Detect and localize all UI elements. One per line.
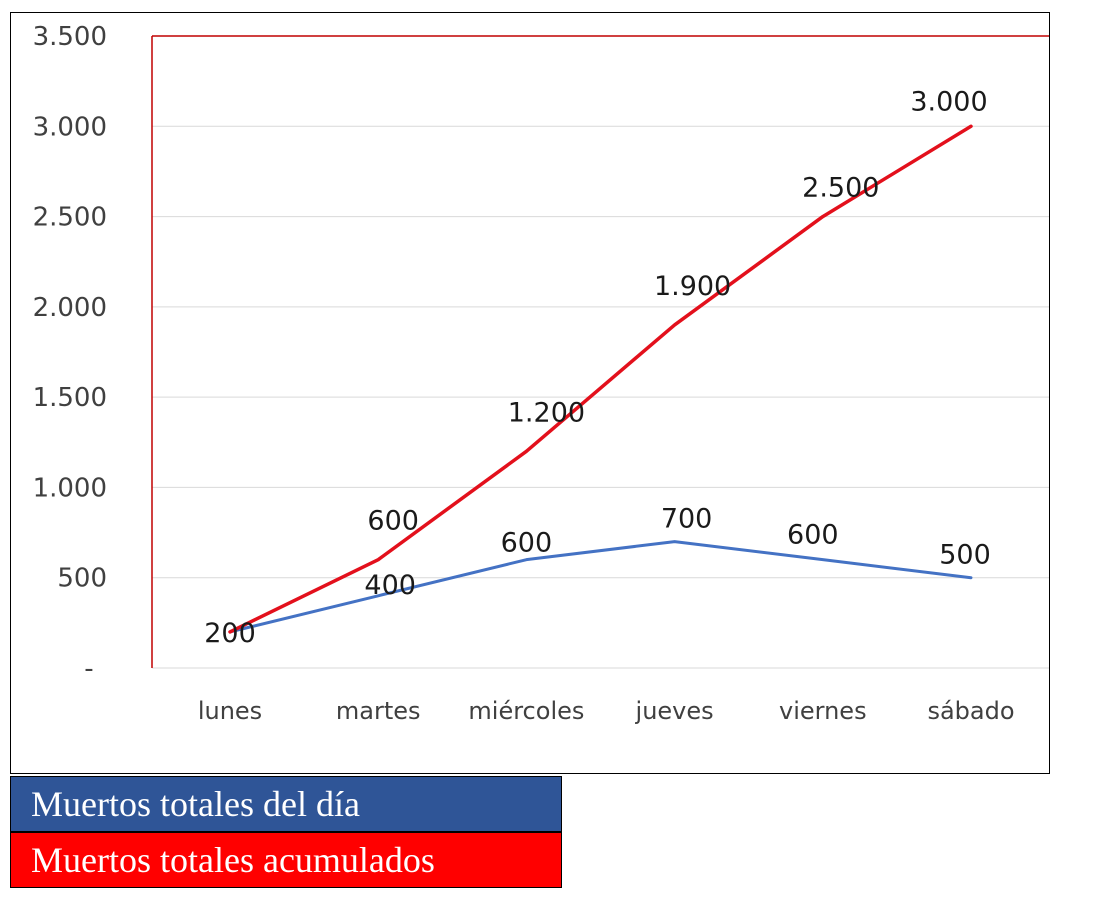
y-tick-label: 3.000	[33, 112, 107, 142]
y-tick-label: 500	[57, 564, 107, 594]
y-tick-label: 1.000	[33, 473, 107, 503]
data-label-cumulative: 2.500	[802, 173, 879, 204]
x-category-label: jueves	[635, 697, 714, 725]
data-label-daily: 500	[939, 540, 991, 571]
series-line-cumulative	[228, 124, 973, 634]
line-chart: - 500 1.000 1.500 2.000 2.500 3.000 3.500 lunes m…	[33, 22, 1049, 725]
data-label-daily: 200	[204, 618, 256, 649]
y-tick-label: 1.500	[33, 383, 107, 413]
data-label-daily: 400	[364, 570, 416, 601]
data-label-cumulative: 1.200	[508, 397, 585, 428]
y-tick-label: -	[84, 654, 93, 684]
y-tick-label: 2.000	[33, 293, 107, 323]
data-label-cumulative: 1.900	[654, 271, 731, 302]
x-category-label: lunes	[198, 697, 262, 725]
x-category-label: viernes	[779, 697, 867, 725]
x-category-label: miércoles	[468, 697, 584, 725]
y-tick-label: 2.500	[33, 203, 107, 233]
x-category-label: sábado	[927, 697, 1014, 725]
legend-daily-deaths: Muertos totales del día	[10, 776, 562, 832]
data-label-cumulative: 3.000	[910, 86, 987, 117]
data-label-daily: 600	[501, 528, 553, 559]
series-line-daily	[228, 540, 973, 634]
y-tick-label: 3.500	[33, 22, 107, 52]
legend-cumulative-deaths: Muertos totales acumulados	[10, 832, 562, 888]
data-label-daily: 700	[661, 504, 713, 535]
data-label-daily: 600	[787, 520, 839, 551]
data-label-cumulative: 600	[367, 506, 419, 537]
chart-frame: - 500 1.000 1.500 2.000 2.500 3.000 3.500 lunes m…	[10, 12, 1050, 774]
x-category-label: martes	[336, 697, 421, 725]
